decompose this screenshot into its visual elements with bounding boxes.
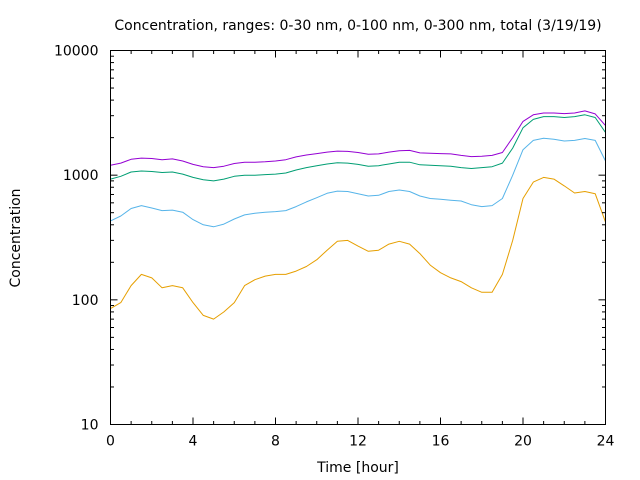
y-axis-label: Concentration xyxy=(8,188,24,287)
y-tick-label: 100 xyxy=(72,293,99,309)
x-axis-label: Time [hour] xyxy=(316,460,399,476)
y-tick-label: 1000 xyxy=(63,168,99,184)
x-tick-label: 12 xyxy=(349,434,367,450)
axis-ticks: 0 4 8 12 16 20 24 10 100 1000 10000 xyxy=(54,44,615,450)
series-line-3 xyxy=(110,114,606,182)
x-tick-label: 8 xyxy=(271,434,280,450)
x-tick-label: 0 xyxy=(106,434,115,450)
plot-frame xyxy=(110,50,606,425)
x-tick-label: 16 xyxy=(432,434,450,450)
chart-title: Concentration, ranges: 0-30 nm, 0-100 nm… xyxy=(114,18,601,34)
y-tick-label: 10 xyxy=(81,418,99,434)
series-line-4 xyxy=(110,110,606,169)
x-tick-label: 24 xyxy=(597,434,615,450)
series-line-1 xyxy=(110,176,606,320)
x-tick-label: 4 xyxy=(189,434,198,450)
series-layer xyxy=(110,110,606,320)
y-tick-label: 10000 xyxy=(54,44,99,60)
x-tick-label: 20 xyxy=(514,434,532,450)
series-line-2 xyxy=(110,137,606,228)
